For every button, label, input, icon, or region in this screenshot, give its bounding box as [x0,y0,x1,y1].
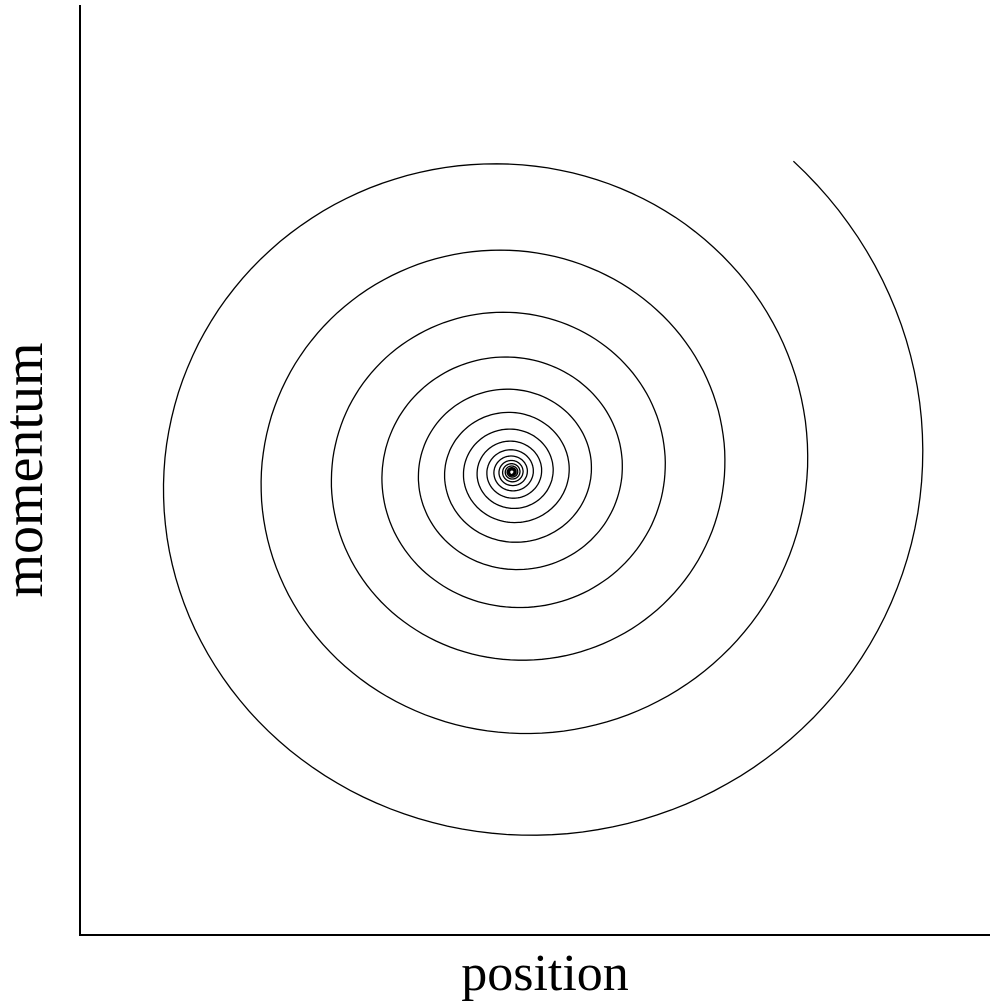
y-axis-label: momentum [0,342,55,597]
phase-spiral [162,160,924,836]
x-axis-label: position [461,945,629,1002]
